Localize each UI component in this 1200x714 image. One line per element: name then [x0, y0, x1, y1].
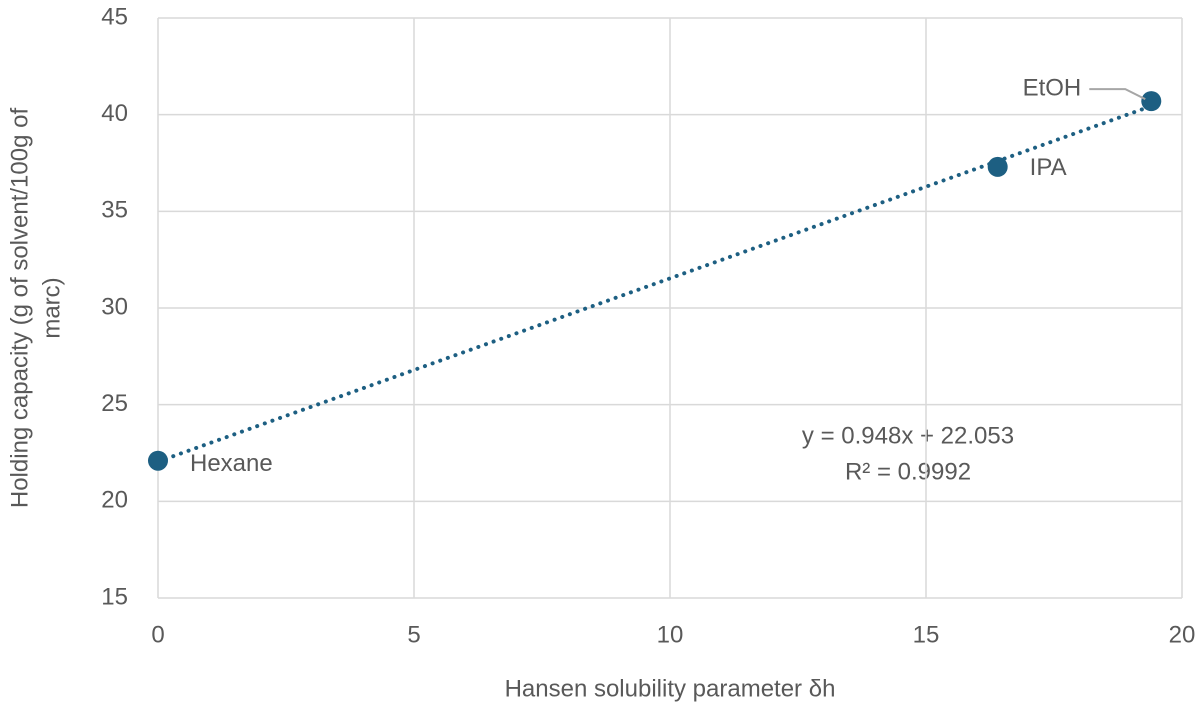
x-tick-label: 10 [657, 621, 684, 648]
y-tick-label: 45 [101, 3, 128, 30]
point [148, 450, 168, 471]
trendline-r2: R² = 0.9992 [845, 458, 971, 485]
y-tick-label: 30 [101, 293, 128, 320]
y-axis-title-line: Holding capacity (g of solvent/100g of [6, 108, 33, 509]
point-label: EtOH [1023, 74, 1082, 101]
point-label: Hexane [190, 450, 273, 477]
point [987, 156, 1008, 177]
label-leader [1089, 88, 1146, 101]
point-label: IPA [1030, 154, 1067, 181]
y-axis-title: Holding capacity (g of solvent/100g of m… [6, 108, 65, 509]
y-tick-label: 20 [101, 487, 128, 514]
x-axis-title: Hansen solubility parameter δh [505, 675, 836, 702]
trendline [156, 104, 1154, 464]
x-tick-label: 15 [913, 621, 940, 648]
y-tick-label: 35 [101, 197, 128, 224]
trendline-equation: y = 0.948x + 22.053 [802, 422, 1014, 449]
x-tick-label: 5 [407, 621, 420, 648]
y-axis-title-line: marc) [38, 277, 65, 338]
x-tick-label: 0 [151, 621, 164, 648]
y-tick-label: 40 [101, 100, 128, 127]
y-tick-label: 25 [101, 390, 128, 417]
x-tick-label: 20 [1169, 621, 1196, 648]
y-tick-label: 15 [101, 583, 128, 610]
point [1141, 91, 1162, 112]
